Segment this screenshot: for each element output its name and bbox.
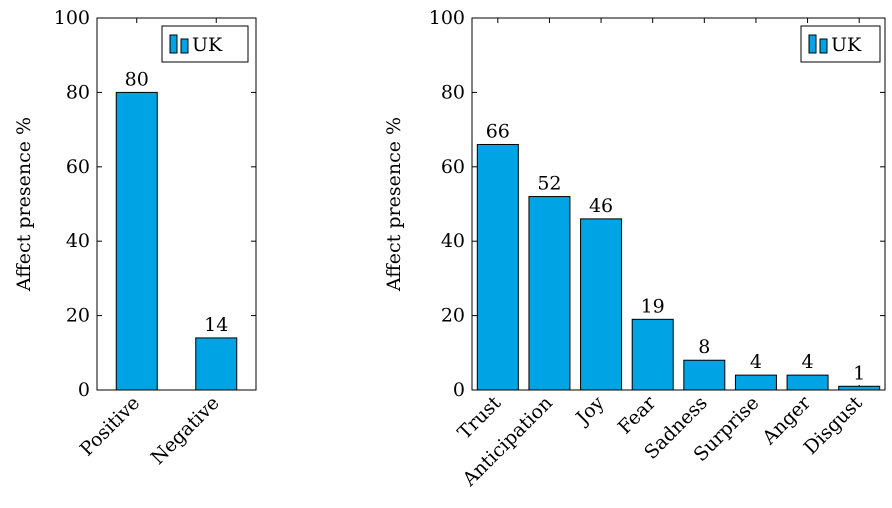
legend: UK (161, 25, 249, 63)
data-label: 66 (486, 120, 510, 142)
y-tick-label: 100 (54, 7, 90, 29)
y-axis-title: Affect presence % (13, 117, 35, 292)
bar-surprise (734, 374, 777, 391)
y-tick-label: 0 (78, 379, 90, 401)
data-label: 8 (698, 336, 710, 358)
x-tick-label: Anticipation (458, 392, 557, 491)
bar-trust (476, 143, 519, 391)
data-label: 19 (641, 295, 665, 317)
legend: UK (800, 25, 881, 63)
y-tick-label: 0 (453, 379, 465, 401)
y-tick-label: 40 (66, 230, 90, 252)
legend-label: UK (192, 34, 223, 56)
data-label: 52 (537, 173, 561, 195)
bar-disgust (838, 385, 881, 391)
plot-frame (96, 17, 257, 391)
y-tick-label: 80 (441, 81, 465, 103)
data-label: 4 (750, 351, 762, 373)
data-label: 1 (853, 362, 865, 384)
y-axis-title: Affect presence % (383, 117, 405, 292)
bar-positive (115, 91, 158, 391)
data-label: 46 (589, 195, 613, 217)
bar-anticipation (528, 196, 571, 391)
x-tick-label: Negative (147, 392, 224, 469)
y-tick-label: 100 (429, 7, 465, 29)
bar-fear (631, 318, 674, 391)
data-label: 14 (204, 314, 228, 336)
x-tick-label: Fear (614, 391, 661, 438)
y-tick-label: 20 (66, 305, 90, 327)
legend-swatch (180, 38, 189, 54)
data-label: 80 (125, 68, 149, 90)
bar-anger (786, 374, 829, 391)
y-tick-label: 20 (441, 305, 465, 327)
x-tick-label: Disgust (800, 392, 867, 459)
bar-sadness (683, 359, 726, 391)
bar-negative (195, 337, 238, 391)
legend-swatch (169, 34, 178, 54)
bar-joy (580, 218, 623, 391)
y-tick-label: 60 (441, 156, 465, 178)
plot-frame (471, 17, 886, 391)
y-tick-label: 40 (441, 230, 465, 252)
x-tick-label: Joy (571, 392, 609, 430)
y-tick-label: 80 (66, 81, 90, 103)
legend-swatch (819, 38, 828, 54)
data-label: 4 (802, 351, 814, 373)
legend-swatch (808, 34, 817, 54)
y-tick-label: 60 (66, 156, 90, 178)
x-tick-label: Positive (76, 392, 145, 461)
legend-label: UK (831, 34, 862, 56)
chart-1: 0 20 40 60 80 100 80 14 Positive Negative Affect p… (13, 7, 257, 469)
